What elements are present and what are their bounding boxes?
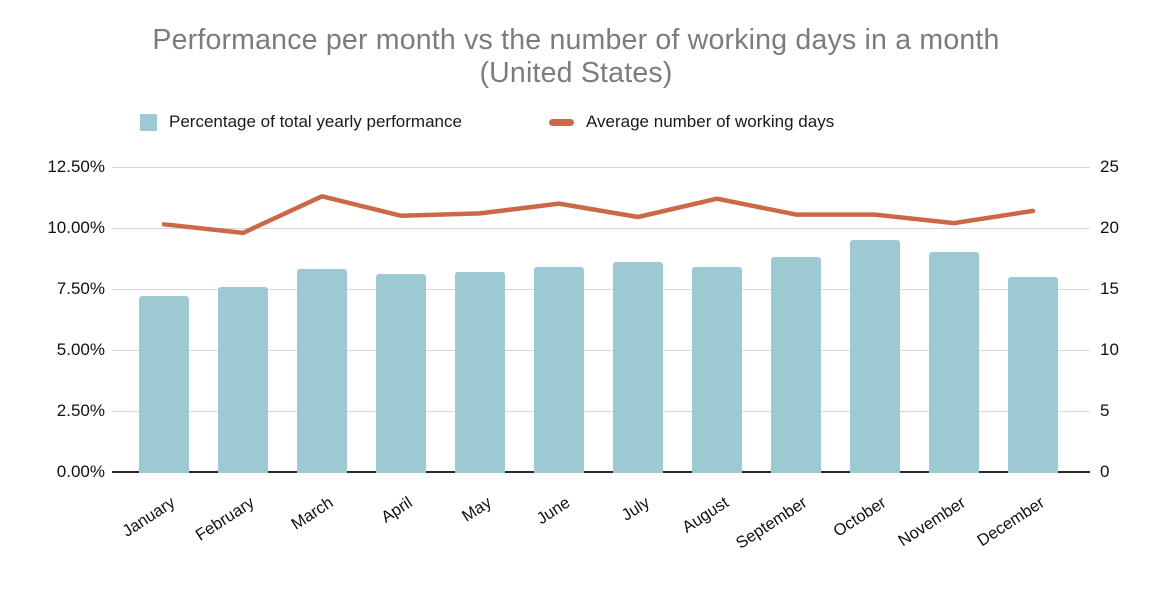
gridline — [112, 228, 1090, 229]
bar-july[interactable] — [613, 262, 663, 473]
legend-item-performance[interactable]: Percentage of total yearly performance — [140, 109, 462, 135]
x-label-august: August — [678, 493, 732, 537]
x-label-december: December — [973, 493, 1048, 551]
legend-label-working-days: Average number of working days — [586, 112, 835, 131]
x-label-march: March — [288, 493, 337, 534]
gridline — [112, 289, 1090, 290]
gridline — [112, 411, 1090, 412]
legend-label-performance: Percentage of total yearly performance — [169, 112, 462, 131]
x-label-february: February — [192, 493, 258, 545]
left-axis-tick-label: 0.00% — [56, 462, 105, 481]
bar-january[interactable] — [139, 296, 189, 473]
bar-april[interactable] — [376, 274, 426, 473]
left-axis-tick-label: 5.00% — [56, 340, 105, 359]
x-label-april: April — [378, 493, 416, 527]
left-axis-tick-label: 12.50% — [47, 157, 105, 176]
left-axis-tick-label: 2.50% — [56, 401, 105, 420]
bar-october[interactable] — [850, 240, 900, 473]
right-axis-tick-label: 15 — [1100, 279, 1119, 298]
legend-item-working-days[interactable]: Average number of working days — [549, 109, 834, 135]
left-axis-tick-label: 10.00% — [47, 218, 105, 237]
bar-february[interactable] — [218, 286, 268, 473]
x-label-june: June — [533, 493, 574, 529]
gridline — [112, 167, 1090, 168]
bar-series-swatch-icon — [140, 113, 157, 131]
right-axis-tick-label: 25 — [1100, 157, 1119, 176]
bar-december[interactable] — [1008, 276, 1058, 473]
gridline — [112, 350, 1090, 351]
x-label-november: November — [894, 493, 969, 551]
right-axis-tick-label: 0 — [1100, 462, 1110, 481]
left-axis-tick-label: 7.50% — [56, 279, 105, 298]
x-label-september: September — [733, 493, 811, 553]
bar-september[interactable] — [771, 257, 821, 473]
line-series-swatch-icon — [549, 118, 574, 126]
bar-june[interactable] — [534, 267, 584, 473]
x-axis-baseline — [112, 471, 1090, 473]
chart-title-line2: (United States) — [479, 57, 673, 89]
right-axis-tick-label: 20 — [1100, 218, 1119, 237]
right-axis-tick-label: 10 — [1100, 340, 1119, 359]
legend: Percentage of total yearly performance A… — [0, 109, 1152, 135]
bar-may[interactable] — [455, 271, 505, 473]
bar-november[interactable] — [929, 252, 979, 473]
x-label-july: July — [618, 493, 653, 525]
bar-august[interactable] — [692, 267, 742, 473]
bar-march[interactable] — [297, 269, 347, 473]
right-axis-tick-label: 5 — [1100, 401, 1110, 420]
x-label-may: May — [458, 493, 495, 526]
x-label-october: October — [830, 493, 890, 541]
x-label-january: January — [119, 493, 179, 541]
chart-title: Performance per month vs the number of w… — [0, 24, 1152, 90]
chart-title-line1: Performance per month vs the number of w… — [152, 24, 1000, 56]
